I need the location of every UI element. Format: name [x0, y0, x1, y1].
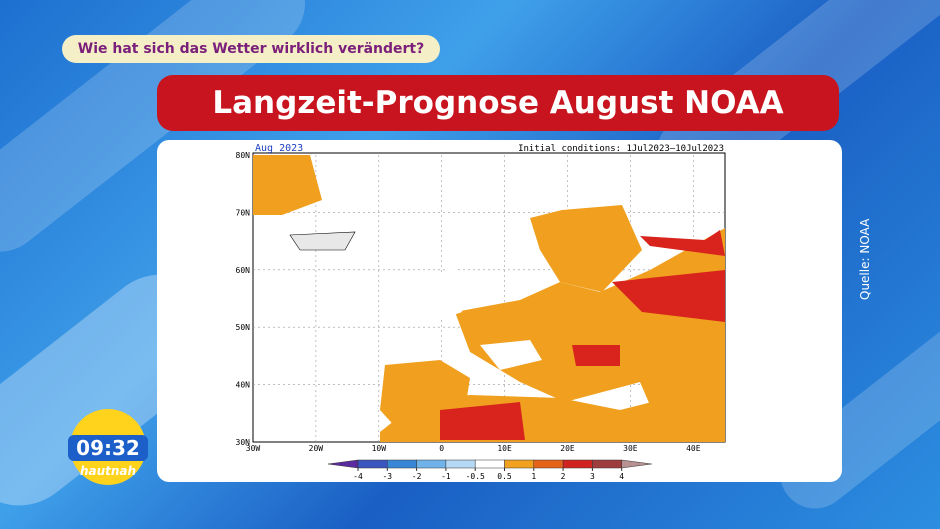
clock-logo: 09:32 hautnah	[68, 409, 148, 485]
map-conditions: Initial conditions: 1Jul2023–10Jul2023	[518, 144, 724, 154]
colorbar-segment	[387, 459, 417, 469]
russia-area	[612, 270, 725, 322]
source: Quelle: NOAA	[858, 218, 872, 300]
scandinavia-area	[530, 205, 642, 292]
colorbar-label: 2	[561, 472, 566, 481]
colorbar-segment	[562, 459, 593, 469]
strong-anomaly-areas	[440, 230, 725, 440]
colorbar-segment	[416, 459, 447, 469]
uk-area	[430, 265, 462, 320]
colorbar-label: 4	[619, 472, 624, 481]
balkan-area	[572, 345, 620, 366]
colorbar-label: -4	[353, 472, 363, 481]
colorbar-label: -1	[441, 472, 451, 481]
topic-banner: Wie hat sich das Wetter wirklich verände…	[62, 35, 440, 63]
colorbar-segment	[474, 459, 505, 469]
clock-time: 09:32	[76, 436, 140, 460]
lon-label: 20W	[309, 444, 324, 453]
colorbar-label: -0.5	[466, 472, 485, 481]
title-banner: Langzeit-Prognose August NOAA	[157, 75, 839, 131]
lon-label: 0	[439, 444, 444, 453]
colorbar-segment	[445, 459, 476, 469]
colorbar-label: 0.5	[497, 472, 512, 481]
lon-label: 10E	[497, 444, 512, 453]
colorbar-arrow	[327, 459, 359, 469]
north-area	[640, 230, 725, 256]
lat-label: 80N	[236, 151, 251, 160]
colorbar-label: -2	[412, 472, 422, 481]
lon-label: 30E	[623, 444, 638, 453]
colorbar: -4 -3 -2 -1 -0.5 0.5 1 2 3 4	[327, 459, 652, 481]
colorbar-label: 3	[590, 472, 595, 481]
colorbar-label: -3	[382, 472, 392, 481]
colorbar-segment	[592, 459, 622, 469]
map-label: Aug 2023	[255, 143, 303, 154]
clock-show: hautnah	[80, 464, 136, 478]
colorbar-label: 1	[531, 472, 536, 481]
lat-label: 30N	[236, 438, 251, 447]
colorbar-segment	[533, 459, 564, 469]
lat-label: 50N	[236, 323, 251, 332]
colorbar-arrow	[621, 459, 652, 469]
lat-label: 60N	[236, 266, 251, 275]
colorbar-segment	[504, 459, 535, 469]
lat-label: 70N	[236, 208, 251, 217]
lon-label: 40E	[686, 444, 701, 453]
neutral-areas	[289, 231, 542, 370]
colorbar-segment	[357, 459, 388, 469]
lat-label: 40N	[236, 381, 251, 390]
lon-label: 10W	[372, 444, 387, 453]
lon-label: 30W	[246, 444, 261, 453]
sahara-area	[440, 402, 525, 440]
greenland-area	[253, 155, 322, 215]
lon-label: 20E	[560, 444, 575, 453]
clock-box	[68, 435, 148, 461]
alps-area	[480, 340, 542, 370]
iceland	[289, 231, 356, 251]
